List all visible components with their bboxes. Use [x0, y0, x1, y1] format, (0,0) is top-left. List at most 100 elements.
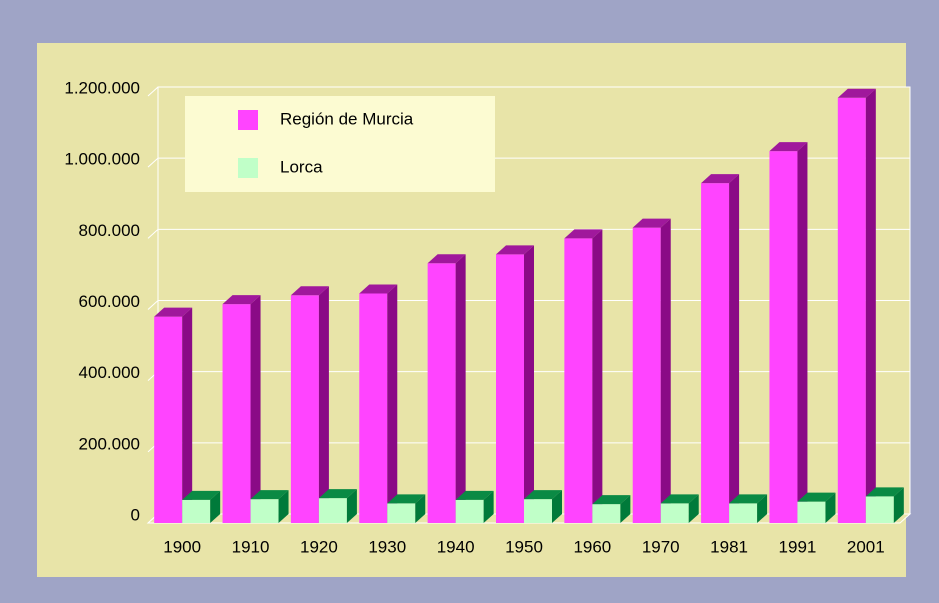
bar-face	[290, 295, 319, 523]
y-tick-label: 1.200.000	[64, 78, 140, 97]
legend-swatch	[238, 110, 258, 130]
bar	[455, 490, 494, 523]
bar-face	[524, 490, 562, 500]
bar-face	[455, 254, 466, 523]
bar-face	[797, 142, 808, 523]
legend-box	[185, 96, 495, 192]
bar-face	[837, 97, 866, 523]
bar-face	[415, 494, 426, 523]
y-tick-label: 0	[131, 505, 140, 524]
bar-face	[427, 263, 456, 523]
bar	[427, 254, 466, 523]
bar-face	[222, 295, 261, 305]
bar-face	[182, 499, 211, 523]
bar-face	[729, 494, 768, 504]
bar-face	[387, 503, 416, 523]
x-tick-label: 1940	[437, 537, 475, 556]
bar-face	[660, 503, 689, 523]
bar-face	[318, 286, 329, 523]
bar	[182, 490, 221, 523]
bar-face	[496, 245, 534, 255]
bar-face	[318, 489, 357, 499]
bar-face	[620, 495, 631, 523]
bar	[660, 494, 699, 523]
bar-face	[701, 183, 730, 523]
bar-face	[592, 495, 631, 505]
x-tick-label: 1991	[779, 537, 817, 556]
bar-face	[222, 304, 251, 523]
bar	[387, 494, 426, 523]
bar	[222, 295, 261, 523]
bar	[632, 218, 671, 524]
bar-face	[592, 229, 603, 524]
legend-label: Lorca	[280, 157, 323, 176]
grid-line	[147, 157, 910, 168]
bar-face	[524, 499, 552, 523]
bar-face	[660, 494, 699, 504]
x-tick-label: 2001	[847, 537, 885, 556]
x-tick-label: 1910	[232, 537, 270, 556]
bar-face	[359, 293, 388, 523]
bar-face	[865, 487, 904, 497]
bar-face	[825, 492, 836, 523]
bar-face	[496, 254, 524, 524]
bar-face	[837, 88, 876, 98]
x-tick-label: 1960	[573, 537, 611, 556]
bar-face	[250, 295, 261, 523]
x-tick-label: 1981	[710, 537, 748, 556]
bar-face	[660, 218, 671, 524]
bar-face	[564, 229, 603, 239]
bar-face	[154, 316, 183, 523]
bar	[154, 307, 193, 523]
x-tick-label: 1950	[505, 537, 543, 556]
bar-face	[552, 490, 562, 523]
bar	[524, 490, 562, 523]
bar-face	[701, 174, 740, 184]
bar-face	[797, 501, 826, 523]
bar	[359, 284, 398, 523]
y-tick-label: 600.000	[79, 292, 140, 311]
bar-face	[318, 498, 347, 523]
bar	[729, 494, 768, 523]
bar-face	[427, 254, 466, 264]
bar-face	[278, 490, 289, 523]
bar-face	[455, 499, 484, 523]
bar-face	[564, 238, 593, 524]
bar-face	[290, 286, 329, 296]
bar-face	[346, 489, 357, 523]
bar-face	[757, 494, 768, 523]
bar	[701, 174, 740, 523]
bar-face	[154, 307, 193, 317]
bar-face	[797, 492, 836, 502]
bar-face	[250, 490, 289, 500]
x-tick-label: 1900	[163, 537, 201, 556]
bar-face	[359, 284, 398, 294]
bar-face	[250, 499, 279, 523]
bar	[797, 492, 836, 523]
bar	[837, 88, 876, 523]
bar-face	[688, 494, 699, 523]
bar-face	[387, 494, 426, 504]
bar-face	[769, 151, 798, 523]
bar-face	[632, 218, 671, 228]
bar-face	[524, 245, 534, 524]
y-tick-label: 1.000.000	[64, 150, 140, 169]
bar	[865, 487, 904, 523]
bar-face	[729, 174, 740, 523]
x-tick-label: 1970	[642, 537, 680, 556]
bar-face	[632, 227, 661, 524]
bar	[564, 229, 603, 524]
y-tick-label: 200.000	[79, 434, 140, 453]
x-tick-label: 1920	[300, 537, 338, 556]
bar	[318, 489, 357, 523]
bar	[250, 490, 289, 523]
bar	[496, 245, 534, 524]
bar-face	[455, 490, 494, 500]
bar-face	[769, 142, 808, 152]
bar-face	[182, 307, 193, 523]
bar	[290, 286, 329, 523]
bar-face	[210, 490, 221, 523]
bar-face	[729, 503, 758, 523]
legend-label: Región de Murcia	[280, 109, 414, 128]
